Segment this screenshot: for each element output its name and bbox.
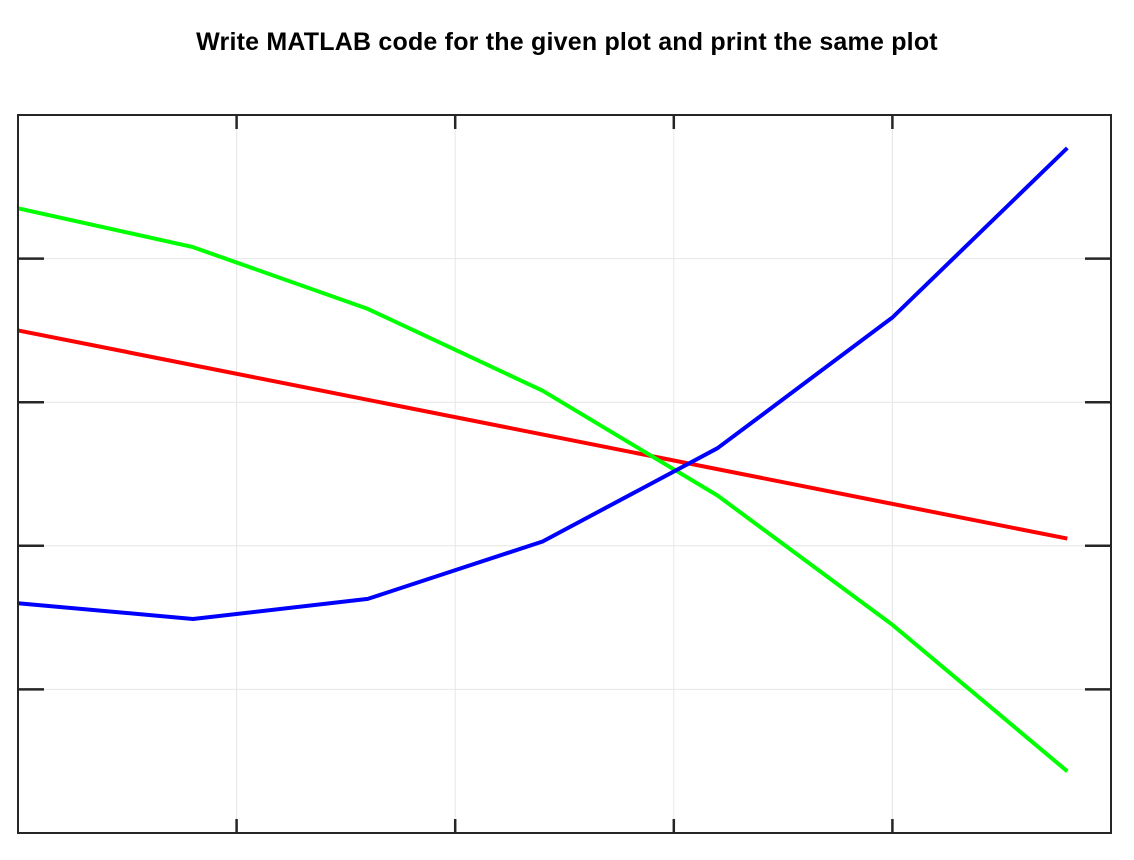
series-lines: [17, 146, 1069, 773]
series-line-1: [17, 328, 1068, 541]
axes-frame: [17, 114, 1112, 834]
series-line-3: [17, 146, 1069, 621]
axes-box: [17, 114, 1112, 834]
series-line-2: [17, 206, 1069, 773]
grid-lines: [18, 115, 1111, 833]
prompt-title: Write MATLAB code for the given plot and…: [196, 28, 938, 56]
